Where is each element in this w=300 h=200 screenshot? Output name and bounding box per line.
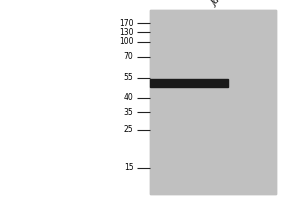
Text: 130: 130 <box>119 28 134 37</box>
Text: 25: 25 <box>124 126 134 134</box>
Text: 70: 70 <box>124 52 134 61</box>
Bar <box>150 79 228 87</box>
Text: 100: 100 <box>119 37 134 46</box>
Bar <box>150 10 276 194</box>
Text: 40: 40 <box>124 94 134 102</box>
Text: Jurkat: Jurkat <box>210 0 235 8</box>
Text: 170: 170 <box>119 19 134 27</box>
Bar <box>150 10 276 194</box>
Text: 15: 15 <box>124 163 134 172</box>
Text: 55: 55 <box>124 73 134 82</box>
Text: 35: 35 <box>124 108 134 116</box>
